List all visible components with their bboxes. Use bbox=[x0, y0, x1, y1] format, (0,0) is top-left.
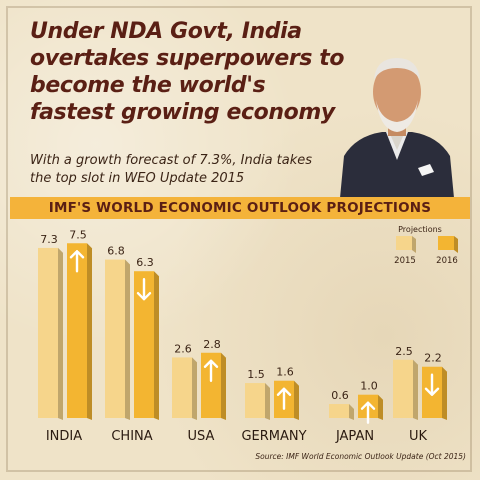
bar-side-china-2015 bbox=[125, 259, 130, 420]
bar-usa-2016 bbox=[201, 352, 221, 418]
value-label-germany-2015: 1.5 bbox=[247, 368, 265, 381]
category-label-germany: GERMANY bbox=[241, 429, 306, 444]
value-label-usa-2015: 2.6 bbox=[174, 342, 192, 355]
frame-border bbox=[6, 6, 472, 472]
source-note: Source: IMF World Economic Outlook Updat… bbox=[255, 452, 466, 461]
bar-china-2016 bbox=[134, 271, 154, 418]
category-label-usa: USA bbox=[188, 429, 215, 444]
category-label-india: INDIA bbox=[46, 429, 82, 444]
category-label-japan: JAPAN bbox=[335, 429, 374, 444]
value-label-india-2015: 7.3 bbox=[40, 233, 58, 246]
value-label-uk-2015: 2.5 bbox=[395, 345, 413, 358]
legend-label-2016: 2016 bbox=[436, 256, 458, 266]
arrow-up-icon bbox=[276, 387, 292, 410]
bar-side-germany-2016 bbox=[294, 380, 299, 420]
arrow-up-icon bbox=[69, 250, 85, 273]
bar-india-2015 bbox=[38, 247, 58, 418]
value-label-japan-2016: 1.0 bbox=[360, 380, 378, 393]
value-label-germany-2016: 1.6 bbox=[276, 366, 294, 379]
bar-side-india-2016 bbox=[87, 243, 92, 420]
bar-side-uk-2015 bbox=[413, 359, 418, 420]
bar-side-japan-2015 bbox=[349, 404, 354, 420]
value-label-uk-2016: 2.2 bbox=[424, 352, 442, 365]
subheadline: With a growth forecast of 7.3%, India ta… bbox=[30, 153, 313, 186]
bar-germany-2015 bbox=[245, 383, 265, 418]
legend-label-2015: 2015 bbox=[394, 256, 416, 266]
legend-swatch-2015 bbox=[396, 236, 412, 250]
bar-side-uk-2016 bbox=[442, 366, 447, 420]
value-label-china-2015: 6.8 bbox=[107, 245, 125, 258]
banner-title: IMF'S WORLD ECONOMIC OUTLOOK PROJECTIONS bbox=[10, 197, 470, 219]
bar-india-2016 bbox=[67, 243, 87, 418]
bar-side-japan-2016 bbox=[378, 394, 383, 420]
legend-swatch-side-2016 bbox=[454, 236, 458, 253]
value-label-japan-2015: 0.6 bbox=[331, 389, 349, 402]
bar-japan-2015 bbox=[329, 404, 349, 418]
category-label-uk: UK bbox=[409, 429, 428, 444]
value-label-usa-2016: 2.8 bbox=[203, 338, 221, 351]
bar-usa-2015 bbox=[172, 357, 192, 418]
bar-side-india-2015 bbox=[58, 247, 63, 420]
bar-uk-2015 bbox=[393, 359, 413, 418]
bar-side-usa-2015 bbox=[192, 357, 197, 420]
bar-side-germany-2015 bbox=[265, 383, 270, 420]
arrow-up-icon bbox=[203, 359, 219, 382]
arrow-down-icon bbox=[424, 373, 440, 396]
value-label-china-2016: 6.3 bbox=[136, 256, 154, 269]
arrow-down-icon bbox=[136, 278, 152, 301]
arrow-up-icon bbox=[360, 401, 376, 424]
legend-title: Projections bbox=[398, 225, 442, 234]
category-label-china: CHINA bbox=[111, 429, 152, 444]
bar-china-2015 bbox=[105, 259, 125, 418]
headline: Under NDA Govt, India overtakes superpow… bbox=[30, 19, 345, 125]
value-label-india-2016: 7.5 bbox=[69, 228, 87, 241]
legend-swatch-side-2015 bbox=[412, 236, 416, 253]
bar-side-china-2016 bbox=[154, 271, 159, 420]
legend-swatch-2016 bbox=[438, 236, 454, 250]
leader-portrait bbox=[340, 58, 454, 198]
bar-side-usa-2016 bbox=[221, 352, 226, 420]
